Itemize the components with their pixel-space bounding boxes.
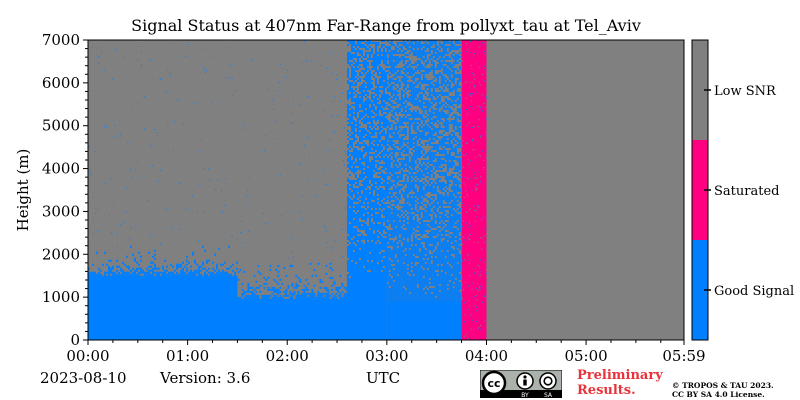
segment-1 (237, 40, 348, 340)
colorbar-segment-1 (692, 140, 708, 240)
colorbar-label-2: Good Signal (714, 284, 794, 299)
y-tick-label-5: 5000 (42, 117, 80, 135)
saturated-block (461, 40, 487, 340)
cc-by-label: BY (521, 392, 529, 398)
segment-4 (461, 40, 488, 340)
license-line-1: © TROPOS & TAU 2023. (672, 381, 774, 390)
x-tick-label-4: 04:00 (465, 347, 508, 365)
good-signal-block (386, 301, 462, 340)
x-tick-label-3: 03:00 (365, 347, 408, 365)
preliminary-line-2: Results. (577, 383, 636, 398)
footer-version: Version: 3.6 (160, 369, 251, 387)
x-tick-label-6: 05:59 (662, 347, 705, 365)
x-tick-label-5: 05:00 (564, 347, 607, 365)
y-tick-label-1: 1000 (42, 288, 80, 306)
y-tick-label-6: 6000 (42, 74, 80, 92)
colorbar-segment-0 (692, 40, 708, 140)
colorbar-frame (691, 39, 709, 341)
y-tick-label-7: 7000 (42, 31, 80, 49)
x-tick-label-1: 01:00 (166, 347, 209, 365)
y-axis-label: Height (m) (14, 149, 32, 232)
x-tick-label-2: 02:00 (266, 347, 309, 365)
segment-0 (88, 42, 238, 340)
colorbar-segment-2 (692, 240, 708, 340)
y-tick-label-2: 2000 (42, 245, 80, 263)
colorbar: Low SNR Saturated Good Signal (691, 39, 794, 341)
footer-date: 2023-08-10 (40, 369, 127, 387)
good-signal-block (347, 282, 387, 340)
chart-title: Signal Status at 407nm Far-Range from po… (131, 16, 641, 35)
y-tick-label-0: 0 (70, 331, 80, 349)
colorbar-label-0: Low SNR (714, 84, 777, 99)
x-tick-label-0: 00:00 (66, 347, 109, 365)
cc-sa-label: SA (544, 392, 553, 398)
plot-axes: 0 1000 2000 3000 4000 5000 6000 7000 00:00 01:00 0… (14, 31, 706, 365)
segment-3 (386, 40, 462, 340)
preliminary-line-1: Preliminary (577, 368, 663, 383)
heatmap-area (88, 40, 684, 340)
segment-2 (347, 40, 388, 340)
x-axis-label: UTC (366, 369, 401, 387)
license-note: © TROPOS & TAU 2023. CC BY SA 4.0 Licens… (672, 381, 774, 399)
plot-frame (87, 39, 685, 341)
license-line-2: CC BY SA 4.0 License. (672, 390, 765, 399)
colorbar-label-1: Saturated (714, 184, 779, 199)
good-signal-block (88, 275, 238, 340)
good-signal-block (237, 299, 348, 340)
preliminary-results-note: Preliminary Results. (577, 368, 663, 398)
y-tick-label-4: 4000 (42, 160, 80, 178)
y-tick-label-3: 3000 (42, 202, 80, 220)
cc-by-sa-license-badge: cc BY SA (480, 370, 562, 398)
